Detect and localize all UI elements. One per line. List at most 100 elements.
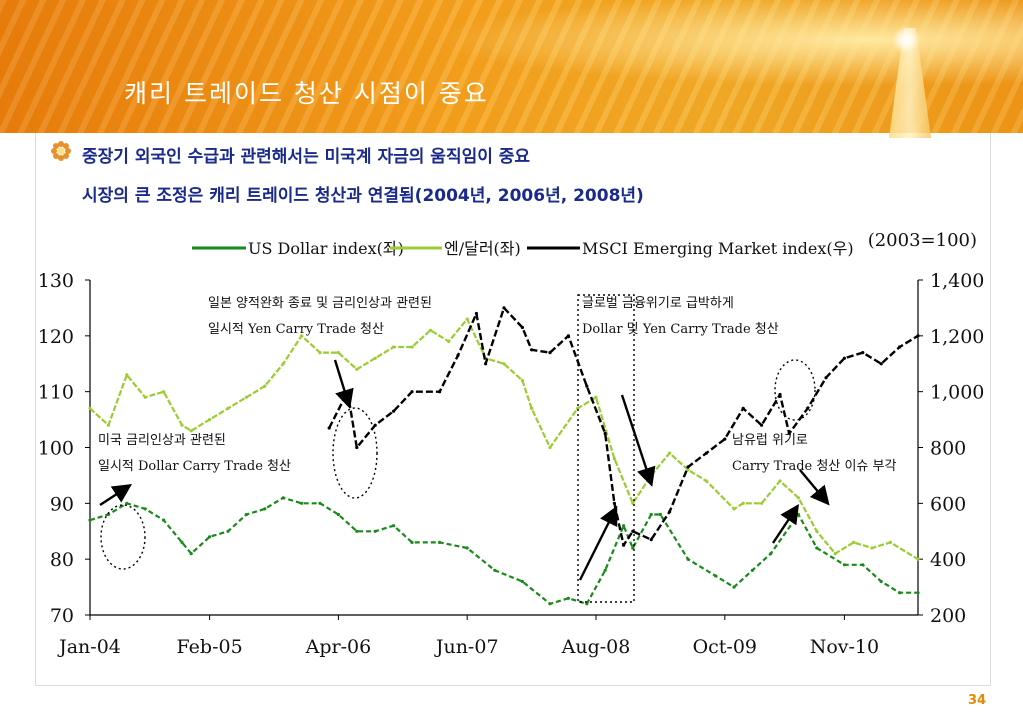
data-point bbox=[318, 351, 322, 355]
annotation-arrow bbox=[333, 359, 354, 409]
bullet-line-1: 중장기 외국인 수급과 관련해서는 미국계 자금의 움직임이 중요 bbox=[82, 147, 531, 167]
data-point bbox=[208, 418, 212, 422]
data-point bbox=[346, 390, 350, 394]
data-point bbox=[180, 540, 184, 545]
data-point bbox=[898, 345, 902, 349]
y-right-tick-label: 400 bbox=[930, 549, 966, 571]
highlight-circle-2010 bbox=[774, 359, 816, 421]
data-point bbox=[502, 306, 506, 310]
data-point bbox=[741, 406, 745, 410]
y-left-tick-label: 110 bbox=[38, 382, 74, 404]
data-point bbox=[530, 406, 534, 410]
data-point bbox=[438, 540, 442, 545]
y-left-tick-label: 70 bbox=[50, 605, 74, 627]
data-point bbox=[281, 362, 285, 366]
data-point bbox=[888, 540, 893, 545]
data-point bbox=[833, 552, 837, 556]
data-point bbox=[355, 367, 359, 371]
slide-title: 캐리 트레이드 청산 시점이 중요 bbox=[124, 79, 489, 108]
data-point bbox=[484, 362, 488, 366]
bullet-line-2: 시장의 큰 조정은 캐리 트레이드 청산과 연결됨(2004년, 2006년, … bbox=[82, 186, 644, 206]
data-point bbox=[300, 334, 304, 338]
data-point bbox=[447, 339, 451, 343]
data-point bbox=[465, 546, 469, 550]
data-point bbox=[760, 423, 764, 427]
data-point bbox=[88, 518, 92, 522]
highlight-circle-2006 bbox=[332, 407, 378, 499]
data-point bbox=[704, 451, 709, 455]
annotation-text: 남유럽 위기로 bbox=[732, 433, 808, 448]
data-point bbox=[125, 501, 129, 505]
y-left-tick-label: 90 bbox=[50, 493, 74, 515]
data-point bbox=[732, 585, 736, 589]
data-point bbox=[668, 510, 672, 514]
data-point bbox=[106, 423, 110, 427]
data-point bbox=[355, 529, 359, 533]
data-point bbox=[806, 406, 810, 410]
data-point bbox=[410, 540, 414, 545]
data-point bbox=[898, 591, 902, 595]
data-point bbox=[392, 524, 396, 528]
data-point bbox=[732, 507, 736, 511]
data-point bbox=[226, 529, 230, 533]
data-point bbox=[668, 451, 672, 455]
data-point bbox=[769, 552, 773, 556]
data-point bbox=[373, 529, 377, 533]
legend-label: MSCI Emerging Market index(우) bbox=[582, 239, 854, 258]
data-point bbox=[438, 390, 442, 394]
data-point bbox=[208, 535, 212, 539]
data-point bbox=[879, 579, 883, 584]
data-point bbox=[392, 409, 396, 413]
data-point bbox=[842, 356, 847, 360]
data-point bbox=[355, 445, 359, 450]
data-point bbox=[263, 507, 267, 511]
content-panel bbox=[35, 133, 991, 686]
data-point bbox=[530, 348, 534, 352]
data-point bbox=[649, 538, 653, 542]
highlight-circle-2004 bbox=[100, 504, 146, 570]
data-point bbox=[548, 445, 552, 450]
data-point bbox=[916, 557, 920, 561]
data-point bbox=[548, 351, 552, 355]
data-point bbox=[410, 390, 414, 394]
data-point bbox=[622, 543, 626, 547]
data-point bbox=[612, 457, 617, 461]
data-point bbox=[428, 328, 432, 332]
data-point bbox=[456, 353, 460, 357]
data-point bbox=[502, 362, 506, 366]
data-point bbox=[686, 465, 690, 469]
annotation-text: 일시적 Yen Carry Trade 청산 bbox=[208, 322, 384, 337]
data-point bbox=[263, 384, 267, 388]
highlight-box-2008 bbox=[577, 294, 635, 603]
legend-label: 엔/달러(좌) bbox=[444, 239, 521, 258]
data-point bbox=[88, 406, 92, 410]
data-point bbox=[106, 512, 110, 517]
title-banner bbox=[0, 0, 1023, 133]
x-tick-label: Jan-04 bbox=[57, 636, 121, 658]
data-point bbox=[410, 345, 414, 349]
y-right-tick-label: 600 bbox=[930, 493, 966, 515]
data-point bbox=[465, 317, 469, 321]
data-point bbox=[566, 334, 571, 338]
data-point bbox=[244, 512, 248, 517]
data-point bbox=[548, 602, 552, 606]
annotation-arrow bbox=[99, 484, 133, 507]
data-point bbox=[493, 568, 497, 572]
data-point bbox=[336, 512, 340, 517]
y-right-tick-label: 1,400 bbox=[930, 270, 984, 292]
y-right-tick-label: 1,000 bbox=[930, 382, 984, 404]
data-point bbox=[741, 501, 745, 505]
data-point bbox=[520, 378, 525, 383]
data-point bbox=[815, 546, 819, 550]
data-point bbox=[861, 351, 865, 355]
data-point bbox=[336, 351, 340, 355]
x-tick-label: Nov-10 bbox=[810, 636, 879, 658]
data-point bbox=[686, 557, 690, 561]
data-point bbox=[787, 431, 791, 436]
x-tick-label: Apr-06 bbox=[305, 636, 372, 658]
annotation-arrow bbox=[620, 394, 656, 487]
flower-bullet-icon bbox=[51, 141, 71, 161]
data-point bbox=[723, 437, 727, 441]
y-left-tick-label: 120 bbox=[38, 326, 74, 348]
data-point bbox=[916, 334, 920, 338]
